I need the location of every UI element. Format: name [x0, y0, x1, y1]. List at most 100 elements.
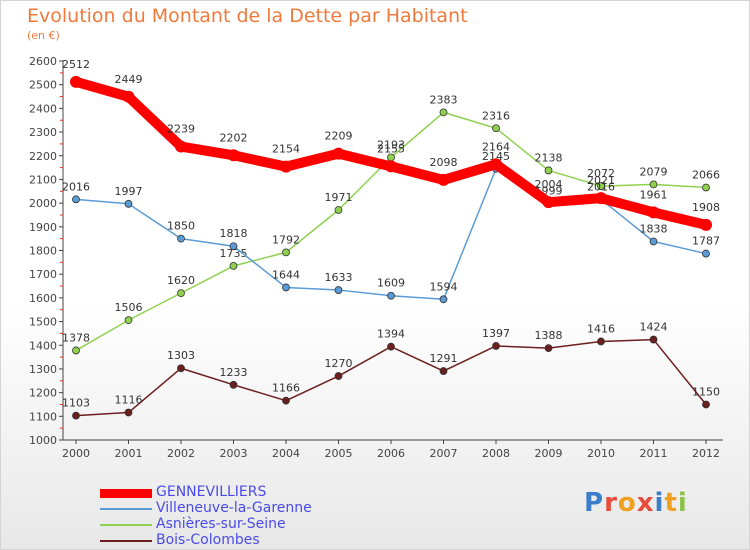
- data-label-bois-colombes: 1424: [640, 321, 668, 334]
- data-label-asni-res-sur-seine: 2079: [640, 165, 668, 178]
- data-label-asni-res-sur-seine: 2072: [587, 167, 615, 180]
- y-tick-label: 2600: [29, 55, 57, 68]
- data-label-villeneuve-la-garenne: 1850: [167, 220, 195, 233]
- data-label-gennevilliers: 2021: [587, 174, 615, 187]
- data-point-villeneuve-la-garenne: [229, 242, 238, 251]
- data-point-bois-colombes: [334, 372, 343, 380]
- legend-item: Bois-Colombes: [100, 532, 360, 549]
- data-label-bois-colombes: 1388: [535, 329, 563, 342]
- logo-letter: i: [677, 488, 688, 518]
- y-tick-label: 2200: [29, 150, 57, 163]
- data-point-gennevilliers: [437, 173, 450, 186]
- y-tick-label: 1300: [29, 363, 57, 376]
- data-point-villeneuve-la-garenne: [177, 234, 185, 243]
- x-tick-label: 2007: [430, 447, 458, 460]
- data-label-asni-res-sur-seine: 1735: [220, 247, 248, 260]
- data-label-villeneuve-la-garenne: 1818: [220, 227, 248, 240]
- data-label-gennevilliers: 1961: [640, 188, 668, 201]
- data-point-gennevilliers: [542, 196, 555, 209]
- data-label-asni-res-sur-seine: 1792: [272, 233, 300, 246]
- data-point-asni-res-sur-seine: [492, 124, 500, 133]
- logo-letter: x: [636, 488, 655, 518]
- data-point-villeneuve-la-garenne: [124, 199, 133, 208]
- x-tick-label: 2012: [692, 447, 720, 460]
- x-tick-label: 2005: [325, 447, 353, 460]
- data-label-villeneuve-la-garenne: 1594: [430, 280, 458, 293]
- x-tick-label: 2003: [220, 447, 248, 460]
- proxiti-logo: Proxiti: [584, 488, 688, 518]
- data-label-gennevilliers: 2512: [62, 58, 90, 71]
- data-point-gennevilliers: [700, 218, 712, 231]
- data-label-gennevilliers: 2449: [115, 73, 143, 86]
- data-point-asni-res-sur-seine: [229, 261, 238, 270]
- y-tick-label: 2300: [29, 126, 57, 139]
- legend-swatch: [100, 524, 152, 526]
- data-point-asni-res-sur-seine: [334, 206, 343, 214]
- data-point-gennevilliers: [227, 149, 240, 162]
- data-point-asni-res-sur-seine: [72, 346, 80, 355]
- data-label-asni-res-sur-seine: 1971: [325, 191, 353, 204]
- data-label-asni-res-sur-seine: 2383: [430, 93, 458, 106]
- data-point-villeneuve-la-garenne: [439, 295, 448, 304]
- x-tick-label: 2000: [62, 447, 90, 460]
- logo-letter: i: [654, 488, 665, 518]
- y-tick-label: 1900: [29, 221, 57, 234]
- data-label-gennevilliers: 2209: [325, 130, 353, 143]
- y-tick-label: 1200: [29, 387, 57, 400]
- data-label-bois-colombes: 1291: [430, 352, 458, 365]
- data-label-asni-res-sur-seine: 2193: [377, 138, 405, 151]
- data-label-gennevilliers: 2239: [167, 123, 195, 136]
- legend-label: Bois-Colombes: [156, 532, 260, 548]
- x-tick-label: 2001: [115, 447, 143, 460]
- data-label-bois-colombes: 1166: [272, 382, 300, 395]
- x-tick-label: 2010: [587, 447, 615, 460]
- data-label-bois-colombes: 1397: [482, 327, 510, 340]
- y-tick-label: 2100: [29, 173, 57, 186]
- data-point-gennevilliers: [70, 75, 82, 88]
- data-point-villeneuve-la-garenne: [334, 286, 343, 294]
- y-tick-label: 1400: [29, 339, 57, 352]
- data-label-villeneuve-la-garenne: 1997: [115, 185, 143, 198]
- data-point-asni-res-sur-seine: [702, 183, 710, 192]
- data-point-bois-colombes: [387, 342, 395, 351]
- x-tick-label: 2009: [535, 447, 563, 460]
- y-tick-label: 2000: [29, 197, 57, 210]
- data-point-villeneuve-la-garenne: [72, 195, 80, 204]
- data-point-bois-colombes: [177, 364, 185, 373]
- data-label-asni-res-sur-seine: 2138: [535, 151, 563, 164]
- data-point-bois-colombes: [229, 380, 238, 389]
- data-point-bois-colombes: [544, 344, 553, 352]
- data-point-asni-res-sur-seine: [124, 316, 133, 325]
- chart-title: Evolution du Montant de la Dette par Hab…: [27, 5, 468, 27]
- data-label-villeneuve-la-garenne: 2016: [62, 180, 90, 193]
- data-point-asni-res-sur-seine: [282, 248, 290, 257]
- y-tick-label: 1700: [29, 268, 57, 281]
- data-label-bois-colombes: 1233: [220, 366, 248, 379]
- data-label-asni-res-sur-seine: 1620: [167, 274, 195, 287]
- data-point-asni-res-sur-seine: [649, 180, 658, 189]
- data-point-bois-colombes: [124, 408, 133, 417]
- logo-letter: t: [664, 488, 678, 518]
- data-point-bois-colombes: [649, 335, 658, 344]
- legend-label: Asnières-sur-Seine: [156, 516, 286, 532]
- chart-subtitle: (en €): [27, 29, 60, 42]
- x-tick-label: 2006: [377, 447, 405, 460]
- x-tick-label: 2002: [167, 447, 195, 460]
- data-label-gennevilliers: 2098: [430, 156, 458, 169]
- x-tick-label: 2008: [482, 447, 510, 460]
- data-label-gennevilliers: 2202: [220, 131, 248, 144]
- x-tick-label: 2011: [640, 447, 668, 460]
- data-label-villeneuve-la-garenne: 1609: [377, 277, 405, 290]
- data-label-villeneuve-la-garenne: 1644: [272, 268, 300, 281]
- legend-swatch: [100, 540, 152, 542]
- legend-label: GENNEVILLIERS: [156, 484, 267, 500]
- data-label-gennevilliers: 2164: [482, 140, 510, 153]
- data-label-asni-res-sur-seine: 2316: [482, 109, 510, 122]
- y-tick-label: 2500: [29, 79, 57, 92]
- data-point-asni-res-sur-seine: [177, 289, 185, 298]
- logo-letter: r: [604, 488, 618, 518]
- y-tick-label: 2400: [29, 102, 57, 115]
- legend-item: Villeneuve-la-Garenne: [100, 500, 360, 517]
- data-point-gennevilliers: [175, 140, 187, 153]
